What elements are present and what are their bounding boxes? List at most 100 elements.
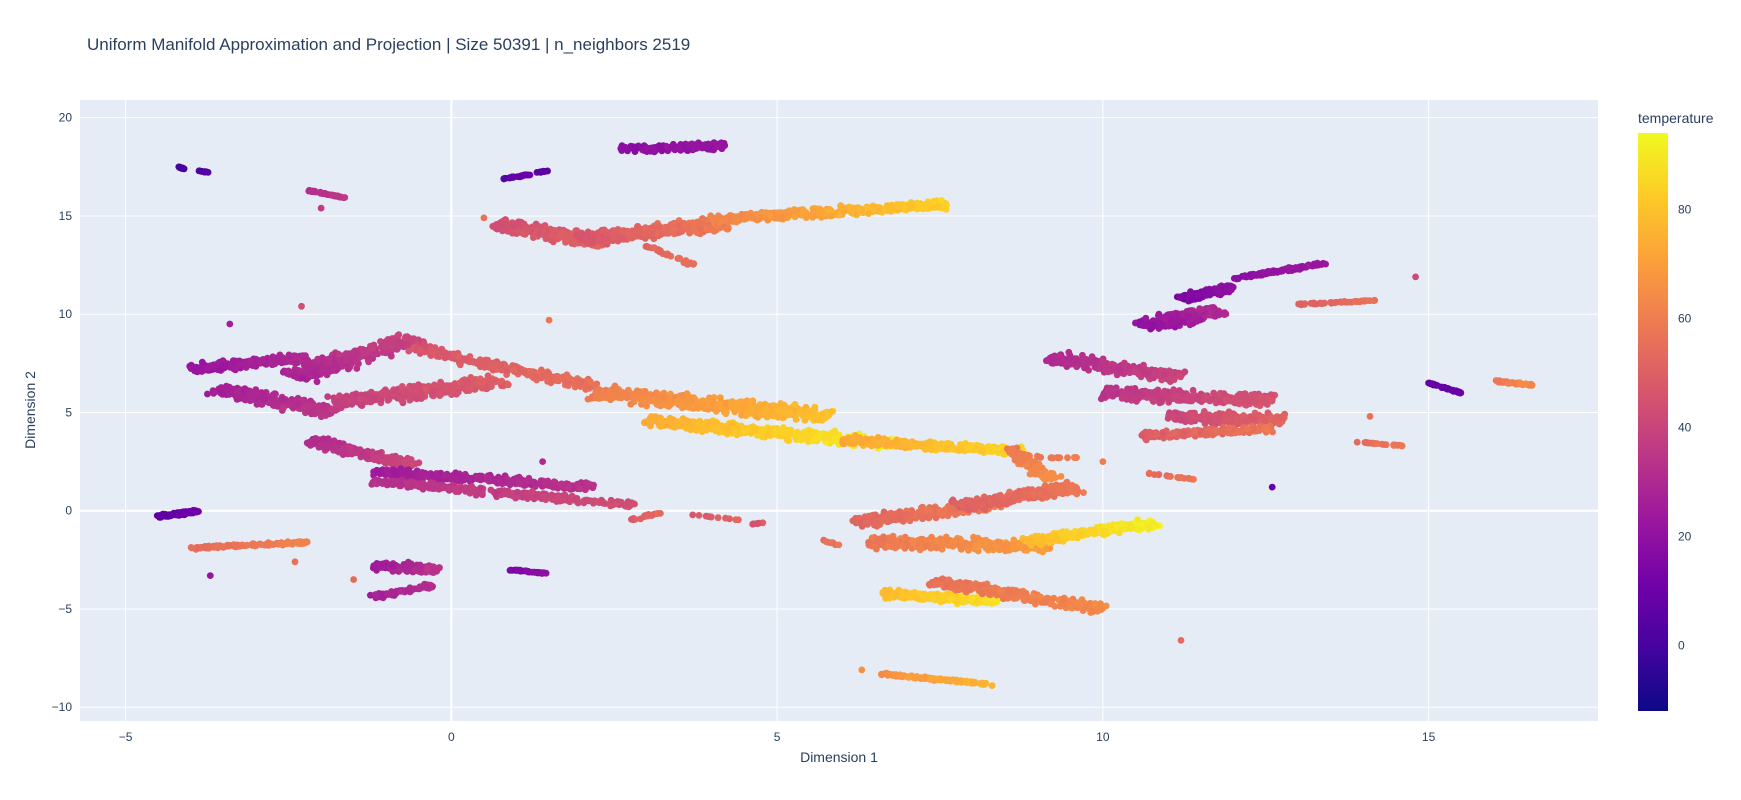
scatter-point [190,365,198,373]
scatter-point [642,390,650,398]
scatter-point [341,194,349,201]
scatter-point [581,236,589,244]
scatter-point [810,412,817,420]
scatter-point [758,426,765,433]
scatter-point [219,384,227,392]
scatter-point [682,222,689,230]
scatter-point [369,344,377,352]
scatter-point [219,390,227,398]
scatter-point [515,477,523,485]
scatter-point [504,381,512,389]
scatter-point [681,398,688,406]
scatter-point [573,231,580,239]
scatter-point [780,401,788,409]
scatter-point [556,230,564,238]
scatter-point [720,217,728,225]
scatter-point [811,436,819,444]
scatter-point [308,188,315,195]
scatter-point [793,207,801,215]
scatter-point [363,453,371,461]
scatter-point [767,212,774,220]
scatter-point [801,417,809,424]
scatter-point [204,169,212,176]
scatter-point [390,480,398,487]
scatter-point [943,202,950,209]
scatter-point [398,481,405,489]
scatter-point [514,227,521,235]
scatter-point [819,410,826,418]
scatter-point [341,399,349,406]
scatter-point [648,229,656,237]
scatter-point [387,456,395,464]
scatter-point [654,397,662,405]
scatter-point [176,164,184,172]
scatter-point [390,468,398,476]
scatter-point [743,212,750,220]
scatter-point [390,387,397,395]
scatter-point [249,392,257,400]
scatter-point [397,340,405,347]
scatter-point [557,481,565,489]
scatter-point [442,472,449,479]
scatter-point [719,424,727,432]
scatter-point [438,345,446,353]
scatter-point [731,424,738,431]
scatter-point [667,221,675,229]
scatter-point [441,483,448,490]
scatter-point [324,393,332,400]
scatter-point [589,238,597,246]
scatter-point [520,369,528,376]
scatter-point [565,374,573,382]
scatter-point [583,483,591,491]
data-points [153,139,1536,689]
scatter-point [631,143,639,151]
scatter-point [331,359,339,367]
scatter-point [643,242,651,250]
scatter-point [292,373,300,380]
scatter-point [259,358,267,366]
scatter-point [402,388,410,396]
scatter-point [623,392,631,400]
scatter-point [634,228,641,236]
scatter-point [401,334,409,342]
scatter-point [707,213,715,221]
scatter-point [498,222,505,229]
scatter-point [766,426,774,433]
scatter-point [696,225,704,233]
scatter-point [691,141,699,149]
scatter-point [348,450,356,458]
scatter-point [350,397,358,405]
scatter-point [356,395,364,403]
scatter-point [782,209,790,216]
scatter-point [698,397,706,405]
scatter-point [786,430,793,437]
scatter-point [388,335,396,342]
scatter-point [540,371,547,379]
scatter-point [417,482,425,490]
scatter-point [282,356,290,364]
scatter-point [801,209,809,217]
scatter-point [817,208,824,216]
scatter-point [280,403,288,411]
scatter-point [631,500,638,508]
scatter-point [660,229,668,237]
scatter-point [682,422,690,429]
scatter-point [657,417,665,425]
scatter-point [510,366,518,374]
scatter-point [442,351,450,359]
scatter-point [874,207,882,215]
scatter-point [710,227,718,235]
scatter-point [404,484,412,491]
scatter-point [688,397,696,404]
scatter-point [343,357,350,364]
scatter-point [566,236,574,243]
scatter-point [630,233,638,241]
scatter-point [413,388,420,396]
scatter-point [576,485,584,493]
scatter-point [674,397,682,405]
scatter-point [809,213,816,221]
scatter-point [612,386,620,394]
scatter-point [622,143,629,151]
scatter-point [309,359,317,366]
